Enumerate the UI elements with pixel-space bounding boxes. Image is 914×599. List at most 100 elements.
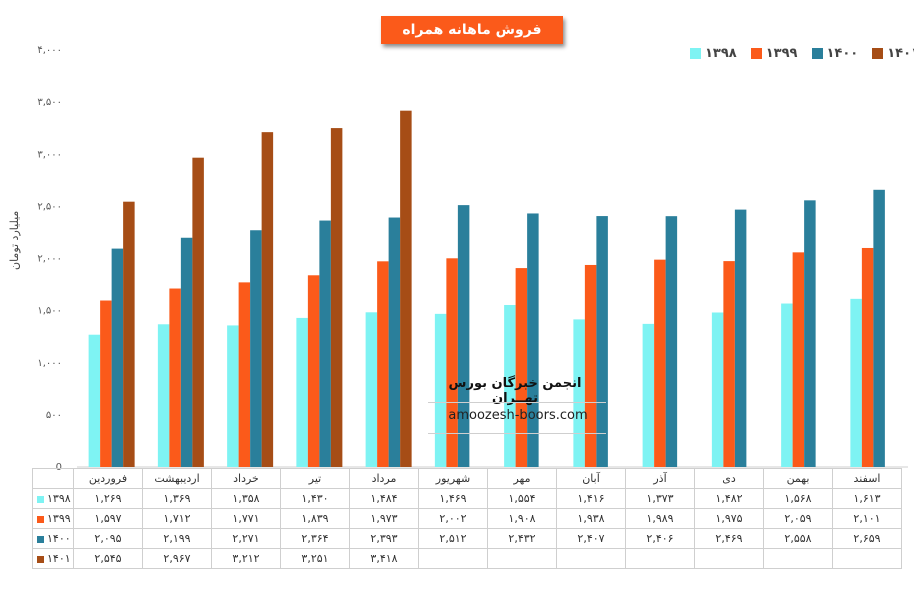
y-tick-label: ۳,۵۰۰ bbox=[37, 97, 62, 108]
legend-swatch bbox=[872, 48, 884, 59]
data-label: ۱,۳۵۸ bbox=[211, 488, 281, 509]
table-row-header: ۱۳۹۹ bbox=[32, 508, 74, 529]
table-row: ۱۳۹۸ ۱,۲۶۹ ۱,۳۶۹ ۱,۳۵۸ ۱,۴۳۰ ۱,۴۸۴ ۱,۴۶۹ ۱,۵۵۴ ۱… bbox=[32, 488, 902, 509]
chart-legend: ۱۳۹۸ ۱۳۹۹ ۱۴۰۰ ۱۴۰۱ bbox=[690, 46, 914, 61]
watermark-divider bbox=[428, 433, 606, 434]
bar bbox=[665, 216, 678, 467]
bar bbox=[446, 258, 458, 467]
bar bbox=[111, 248, 124, 467]
bar bbox=[250, 230, 262, 467]
data-label: ۳,۲۵۱ bbox=[280, 548, 350, 569]
x-tick-label: مهر bbox=[487, 468, 557, 489]
data-label: ۲,۵۵۸ bbox=[763, 528, 833, 549]
data-label: ۱,۴۱۶ bbox=[556, 488, 626, 509]
x-tick-label: دی bbox=[694, 468, 764, 489]
data-label: ۱,۵۹۷ bbox=[73, 508, 143, 529]
bar bbox=[781, 303, 793, 467]
data-label: ۲,۴۰۶ bbox=[625, 528, 695, 549]
data-label: ۲,۳۶۴ bbox=[280, 528, 350, 549]
bar bbox=[388, 217, 401, 467]
x-tick-label: خرداد bbox=[211, 468, 281, 489]
watermark-url: amoozesh-boors.com bbox=[448, 408, 588, 423]
data-label: ۱,۷۷۱ bbox=[211, 508, 281, 529]
legend-swatch bbox=[750, 48, 762, 59]
bar bbox=[227, 325, 239, 467]
x-tick-label: تیر bbox=[280, 468, 350, 489]
legend-label: ۱۳۹۸ bbox=[705, 46, 737, 61]
data-label: ۲,۹۶۷ bbox=[142, 548, 212, 569]
table-row-header: ۱۴۰۱ bbox=[32, 548, 74, 569]
data-label: ۲,۶۵۹ bbox=[832, 528, 902, 549]
data-label bbox=[556, 548, 626, 569]
table-row: ۱۴۰۰ ۲,۰۹۵ ۲,۱۹۹ ۲,۲۷۱ ۲,۳۶۴ ۲,۳۹۳ ۲,۵۱۲ ۲,۴۳۲ ۲… bbox=[32, 528, 902, 549]
legend-item: ۱۴۰۰ bbox=[811, 46, 858, 61]
y-tick-label: 0 bbox=[56, 462, 62, 470]
legend-swatch bbox=[690, 48, 701, 59]
data-label bbox=[694, 548, 764, 569]
bar bbox=[850, 298, 862, 467]
data-label: ۱,۲۶۹ bbox=[73, 488, 143, 509]
bar bbox=[584, 264, 597, 467]
y-tick-label: ۲,۰۰۰ bbox=[37, 254, 62, 265]
data-label: ۱,۷۱۲ bbox=[142, 508, 212, 529]
data-label: ۱,۹۷۳ bbox=[349, 508, 419, 529]
series-name: ۱۳۹۹ bbox=[47, 512, 71, 525]
bar bbox=[711, 312, 724, 467]
data-label: ۲,۴۳۲ bbox=[487, 528, 557, 549]
bar bbox=[307, 275, 320, 467]
y-tick-label: ۱,۵۰۰ bbox=[37, 306, 62, 317]
data-label: ۲,۲۷۱ bbox=[211, 528, 281, 549]
legend-item: ۱۳۹۸ bbox=[690, 46, 737, 61]
bar bbox=[296, 317, 308, 467]
data-table: فروردین اردیبهشت خرداد تیر مرداد شهریور مهر آبا… bbox=[32, 468, 902, 569]
x-tick-label: مرداد bbox=[349, 468, 419, 489]
data-label: ۲,۴۶۹ bbox=[694, 528, 764, 549]
bar bbox=[596, 216, 608, 467]
legend-swatch bbox=[37, 515, 44, 523]
data-label: ۱,۹۳۸ bbox=[556, 508, 626, 529]
bar bbox=[457, 205, 470, 467]
data-label: ۱,۳۶۹ bbox=[142, 488, 212, 509]
bar bbox=[319, 220, 331, 467]
table-row: ۱۴۰۱ ۲,۵۴۵ ۲,۹۶۷ ۳,۲۱۲ ۳,۲۵۱ ۳,۴۱۸ bbox=[32, 548, 902, 569]
bar bbox=[434, 313, 447, 467]
bar bbox=[873, 189, 885, 467]
data-label: ۱,۴۸۲ bbox=[694, 488, 764, 509]
data-label: ۲,۳۹۳ bbox=[349, 528, 419, 549]
bar bbox=[169, 288, 181, 467]
data-label: ۱,۳۷۳ bbox=[625, 488, 695, 509]
data-label bbox=[487, 548, 557, 569]
watermark-divider bbox=[428, 402, 606, 403]
bar bbox=[365, 312, 378, 467]
bar bbox=[527, 213, 539, 467]
bar bbox=[100, 300, 112, 467]
legend-swatch bbox=[37, 495, 44, 503]
data-label: ۲,۱۰۱ bbox=[832, 508, 902, 529]
x-tick-label: آبان bbox=[556, 468, 626, 489]
y-tick-label: ۱,۰۰۰ bbox=[37, 358, 62, 369]
data-label: ۳,۴۱۸ bbox=[349, 548, 419, 569]
data-label: ۲,۵۴۵ bbox=[73, 548, 143, 569]
bar bbox=[792, 252, 805, 467]
data-label: ۲,۰۰۲ bbox=[418, 508, 488, 529]
bar bbox=[723, 261, 735, 467]
x-tick-label: شهریور bbox=[418, 468, 488, 489]
x-tick-label: فروردین bbox=[73, 468, 143, 489]
bar bbox=[88, 334, 101, 467]
series-name: ۱۴۰۰ bbox=[47, 532, 71, 545]
data-label bbox=[418, 548, 488, 569]
data-label: ۱,۹۷۵ bbox=[694, 508, 764, 529]
legend-label: ۱۴۰۱ bbox=[887, 46, 914, 61]
data-label: ۳,۲۱۲ bbox=[211, 548, 281, 569]
data-label: ۱,۸۳۹ bbox=[280, 508, 350, 529]
data-label bbox=[625, 548, 695, 569]
legend-swatch bbox=[37, 535, 44, 543]
legend-item: ۱۴۰۱ bbox=[872, 46, 914, 61]
bar bbox=[180, 237, 193, 467]
data-label: ۱,۹۰۸ bbox=[487, 508, 557, 529]
bar bbox=[377, 261, 389, 467]
x-tick-label: اردیبهشت bbox=[142, 468, 212, 489]
table-corner bbox=[32, 468, 74, 489]
bar bbox=[654, 259, 666, 467]
legend-item: ۱۳۹۹ bbox=[750, 46, 798, 61]
